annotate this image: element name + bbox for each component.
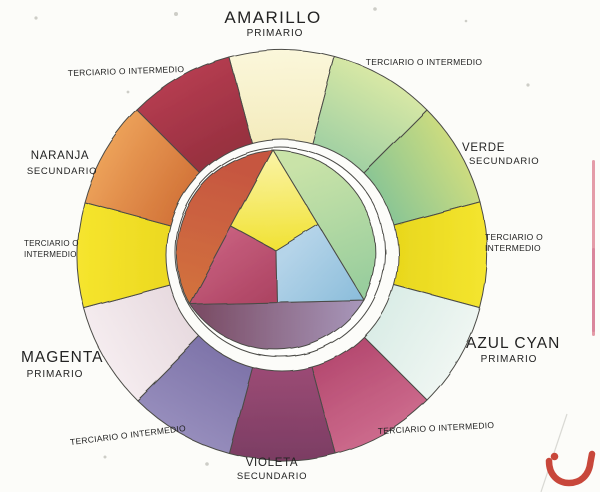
label-magenta: MAGENTA	[21, 349, 104, 366]
label-terciario-left-l2: INTERMEDIO	[24, 250, 77, 259]
label-terciario-top-right: TERCIARIO O INTERMEDIO	[365, 57, 483, 67]
scan-speck	[126, 90, 130, 94]
scan-speck	[526, 83, 530, 87]
label-verde: VERDE	[462, 142, 506, 154]
scan-speck	[174, 12, 178, 16]
label-terciario-right-l2: INTERMEDIO	[485, 243, 541, 253]
logo-dot-icon	[550, 452, 559, 461]
label-amarillo-role: PRIMARIO	[246, 28, 304, 39]
scan-speck	[205, 462, 209, 466]
label-terciario-left-l1: TERCIARIO O	[24, 239, 79, 248]
label-violeta-role: SECUNDARIO	[236, 471, 308, 482]
label-magenta-role: PRIMARIO	[26, 369, 84, 380]
label-violeta: VIOLETA	[245, 457, 299, 469]
label-amarillo: AMARILLO	[224, 8, 322, 27]
ring-segment-terciario-naranja-amarillo	[136, 56, 253, 174]
label-terciario-right-l1: TERCIARIO O	[485, 232, 544, 242]
label-naranja-role: SECUNDARIO	[26, 166, 98, 177]
scan-speck	[103, 455, 107, 459]
inner-region-triangulo-azul	[275, 224, 365, 303]
logo-mark-icon	[545, 450, 596, 487]
scan-speck	[464, 19, 468, 23]
inner-region-segmento-violeta	[189, 299, 365, 351]
inner-region-segmento-verde	[272, 149, 376, 301]
scan-edge-line-dark	[592, 248, 595, 332]
label-naranja: NARANJA	[30, 150, 90, 162]
label-azul-cyan: AZUL CYAN	[466, 335, 561, 352]
label-verde-role: SECUNDARIO	[469, 156, 540, 167]
label-azul-cyan-role: PRIMARIO	[480, 354, 538, 365]
scan-speck	[373, 7, 377, 11]
scan-speck	[34, 16, 38, 20]
inner-region-segmento-naranja	[175, 149, 274, 305]
